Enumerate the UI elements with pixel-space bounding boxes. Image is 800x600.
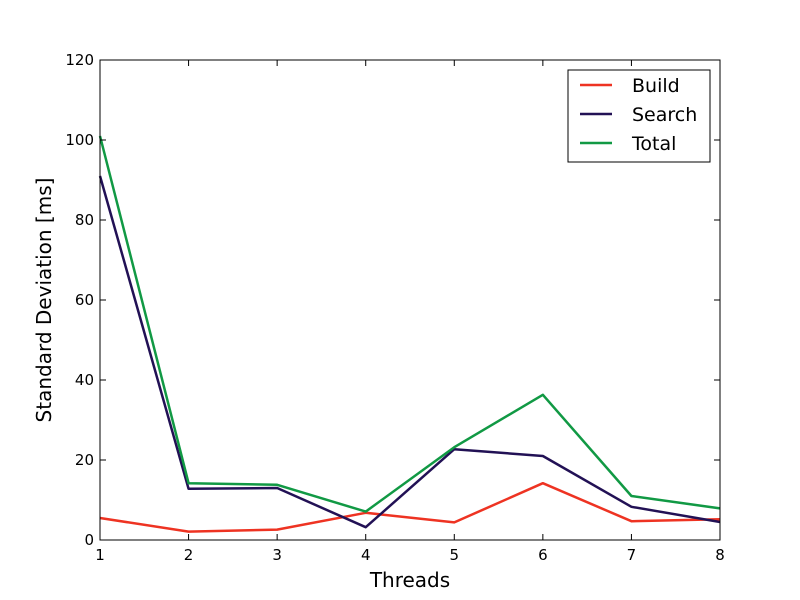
series-layer — [98, 135, 721, 533]
y-tick-label: 0 — [84, 531, 94, 549]
series-line-search — [98, 175, 721, 529]
y-tick-label: 40 — [75, 371, 94, 389]
series-line-build — [99, 481, 721, 533]
legend-label-search: Search — [632, 104, 697, 126]
y-tick-label: 120 — [65, 51, 94, 69]
legend-label-build: Build — [632, 75, 680, 97]
x-tick-label: 7 — [627, 546, 637, 564]
legend: Build Search Total — [567, 69, 711, 163]
legend-label-total: Total — [631, 133, 676, 155]
y-axis-label: Standard Deviation [ms] — [32, 178, 56, 423]
x-axis-label: Threads — [369, 568, 450, 592]
x-tick-label: 3 — [272, 546, 282, 564]
x-tick-label: 4 — [361, 546, 371, 564]
y-tick-label: 80 — [75, 211, 94, 229]
x-tick-label: 1 — [95, 546, 105, 564]
y-tick-label: 20 — [75, 451, 94, 469]
y-tick-label: 100 — [65, 131, 94, 149]
x-tick-label: 2 — [184, 546, 194, 564]
x-tick-label: 5 — [450, 546, 460, 564]
x-tick-label: 8 — [715, 546, 725, 564]
x-tick-label: 6 — [538, 546, 548, 564]
series-line-total — [98, 135, 721, 513]
y-tick-label: 60 — [75, 291, 94, 309]
